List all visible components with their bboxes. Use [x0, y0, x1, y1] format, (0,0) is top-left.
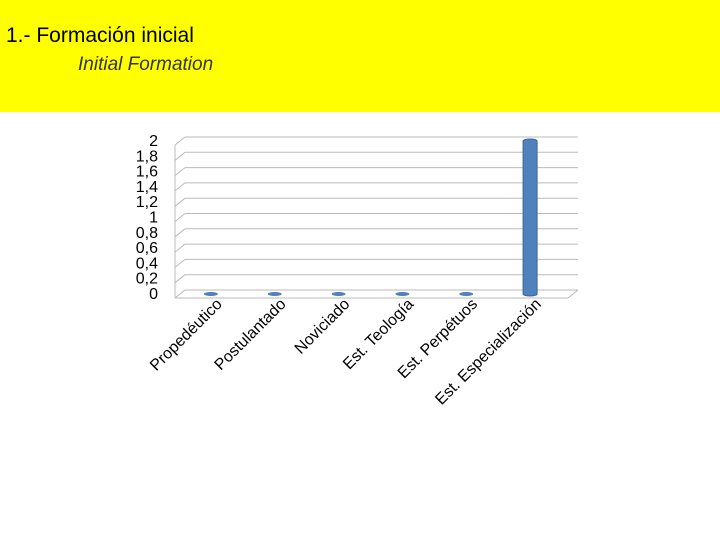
bar — [395, 292, 410, 296]
grid-line — [174, 197, 186, 207]
y-tick-label: 1,4 — [136, 179, 158, 196]
header-band: 1.- Formación inicial Initial Formation — [0, 0, 720, 112]
grid-line — [174, 274, 186, 284]
y-tick-label: 1 — [149, 210, 158, 227]
x-tick-label: Noviciado — [292, 296, 354, 358]
y-tick-label: 0 — [149, 286, 158, 303]
bar — [522, 138, 538, 297]
slide-title: 1.- Formación inicial — [6, 24, 194, 47]
grid-line — [174, 151, 186, 161]
slide-subtitle: Initial Formation — [78, 54, 214, 75]
grid-line — [174, 259, 186, 268]
y-tick-label: 0,8 — [136, 225, 158, 242]
y-tick-label: 0,2 — [136, 271, 158, 288]
bar — [267, 292, 282, 296]
grid-line — [174, 136, 186, 146]
bar — [331, 292, 346, 296]
grid-line — [174, 182, 186, 192]
y-tick-label: 2 — [149, 133, 158, 150]
grid-line — [174, 167, 186, 176]
y-tick-label: 1,6 — [136, 164, 158, 181]
grid-line — [174, 228, 186, 238]
y-tick-label: 0,6 — [136, 240, 158, 257]
y-tick-label: 1,2 — [136, 194, 158, 211]
x-tick-label: Est. Especialización — [432, 296, 545, 409]
bar — [203, 292, 218, 296]
y-tick-label: 1,8 — [136, 148, 158, 165]
bar — [459, 292, 474, 296]
grid-line — [174, 289, 186, 299]
axis-line — [567, 289, 579, 299]
grid-line — [174, 243, 186, 253]
y-tick-label: 0,4 — [136, 255, 158, 272]
grid-line — [174, 213, 186, 222]
